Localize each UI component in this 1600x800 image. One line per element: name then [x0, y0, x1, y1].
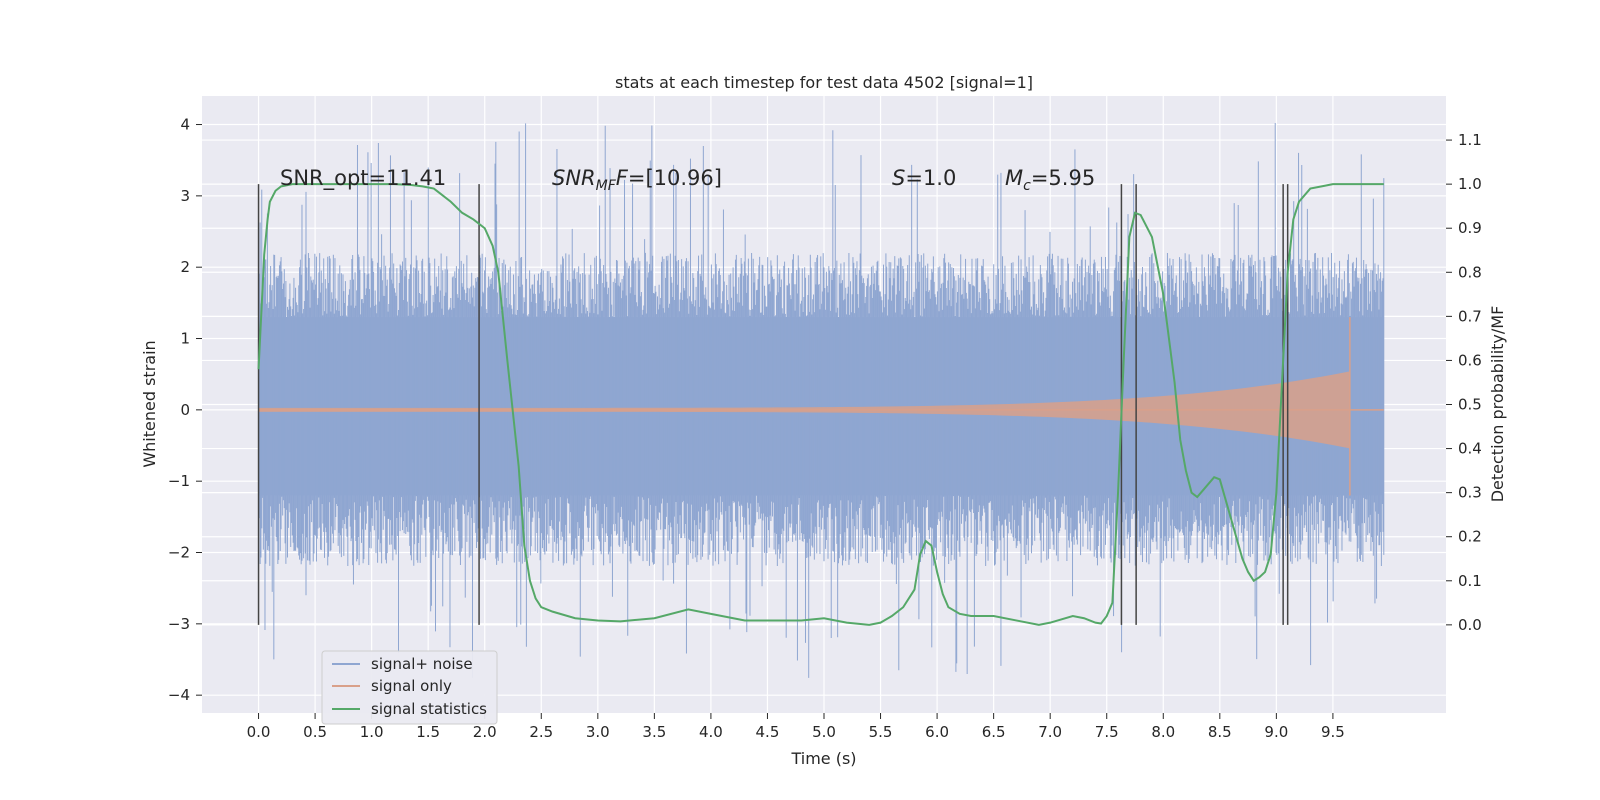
tick-label-x: 3.5 [642, 723, 666, 741]
annotation-s-rest: =1.0 [905, 166, 956, 190]
tick-label-y: 0 [180, 401, 190, 419]
x-axis-label: Time (s) [790, 749, 856, 768]
annotation-snr-mf-rest: =[10.96] [628, 166, 722, 190]
tick-label-x: 4.5 [756, 723, 780, 741]
tick-label-y-right: 0.2 [1458, 528, 1482, 546]
tick-label-x: 1.0 [360, 723, 384, 741]
tick-label-x: 4.0 [699, 723, 723, 741]
tick-label-y-right: 1.0 [1458, 175, 1482, 193]
tick-label-x: 8.5 [1208, 723, 1232, 741]
x-ticks: 0.0 0.5 1.0 1.5 2.0 2.5 3.0 3.5 4.0 4.5 5.0 5.5 6.0 6… [247, 713, 1345, 741]
tick-label-y: −3 [168, 615, 190, 633]
tick-label-x: 3.0 [586, 723, 610, 741]
tick-label-y-right: 0.8 [1458, 263, 1482, 281]
y-axis-label: Whitened strain [140, 340, 159, 467]
tick-label-y-right: 0.7 [1458, 307, 1482, 325]
annotation-mc: Mc=5.95 [1005, 166, 1095, 194]
tick-label-y: 3 [180, 187, 190, 205]
tick-label-y: 1 [180, 330, 190, 348]
annotation-snr-opt: SNR_opt=11.41 [280, 166, 446, 191]
tick-label-y-right: 0.5 [1458, 396, 1482, 414]
tick-label-x: 9.5 [1321, 723, 1345, 741]
annotation-snr-mf-main: SNR [552, 166, 596, 190]
tick-label-x: 7.5 [1095, 723, 1119, 741]
tick-label-x: 8.0 [1151, 723, 1175, 741]
annotation-mc-sub: c [1023, 178, 1031, 194]
annotation-snr-mf-f: F [616, 166, 629, 190]
tick-label-x: 5.5 [869, 723, 893, 741]
y-ticks-right: 0.0 0.1 0.2 0.3 0.4 0.5 0.6 0.7 0.8 0.9 1.0 1.1 [1446, 131, 1482, 634]
tick-label-y: −2 [168, 544, 190, 562]
signal-statistics-series [257, 183, 1384, 626]
tick-label-y-right: 0.1 [1458, 572, 1482, 590]
tick-label-x: 5.0 [812, 723, 836, 741]
annotation-snr-mf-sub: MF [596, 178, 617, 194]
legend-label-signal-only: signal only [371, 677, 452, 695]
signal-only-series [258, 317, 1384, 496]
tick-label-x: 6.0 [925, 723, 949, 741]
tick-label-x: 2.0 [473, 723, 497, 741]
legend-box [321, 650, 498, 725]
tick-label-y: −4 [168, 686, 190, 704]
tick-label-y-right: 0.3 [1458, 484, 1482, 502]
annotation-mc-main: M [1005, 166, 1023, 190]
legend: signal+ noise signal only signal statist… [321, 650, 498, 725]
tick-label-x: 6.5 [982, 723, 1006, 741]
annotation-mc-rest: =5.95 [1031, 166, 1095, 190]
tick-label-x: 1.5 [416, 723, 440, 741]
tick-label-y-right: 0.4 [1458, 440, 1482, 458]
chart-title: stats at each timestep for test data 450… [615, 73, 1033, 92]
tick-label-y-right: 0.9 [1458, 219, 1482, 237]
tick-label-x: 0.0 [247, 723, 271, 741]
y-ticks-left: −4 −3 −2 −1 0 1 2 3 4 [168, 116, 202, 704]
tick-label-y: 4 [180, 116, 190, 134]
tick-label-y: −1 [168, 472, 190, 490]
tick-label-y-right: 1.1 [1458, 131, 1482, 149]
legend-label-statistics: signal statistics [371, 700, 487, 718]
annotation-snr-mf: SNRMFF=[10.96] [552, 166, 722, 194]
y-axis-label-right: Detection probability/MF [1488, 306, 1507, 503]
annotation-s-main: S [892, 166, 905, 190]
tick-label-x: 7.0 [1038, 723, 1062, 741]
tick-label-y-right: 0.0 [1458, 616, 1482, 634]
tick-label-y: 2 [180, 258, 190, 276]
tick-label-y-right: 0.6 [1458, 351, 1482, 369]
legend-label-noise: signal+ noise [371, 655, 473, 673]
tick-label-x: 2.5 [529, 723, 553, 741]
statistics-line [257, 183, 1384, 626]
tick-label-x: 9.0 [1264, 723, 1288, 741]
tick-label-x: 0.5 [303, 723, 327, 741]
annotation-s: S=1.0 [892, 166, 956, 190]
